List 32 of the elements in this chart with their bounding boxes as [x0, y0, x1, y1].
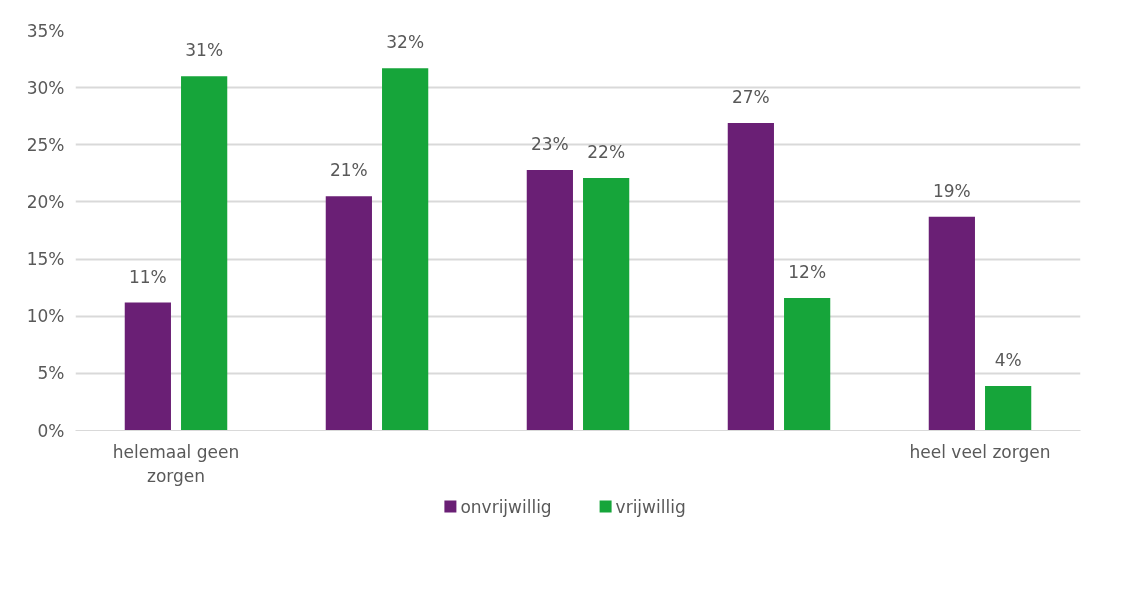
data-label: 23% [530, 133, 569, 154]
bar [727, 123, 774, 431]
data-label: 4% [994, 349, 1022, 370]
x-tick-label: heel veel zorgen [909, 441, 1051, 462]
data-label: 11% [128, 266, 167, 287]
legend-label: vrijwillig [615, 496, 686, 517]
y-tick-label: 10% [26, 306, 65, 327]
y-tick-label: 30% [26, 77, 65, 98]
bar [928, 216, 975, 431]
bar [526, 169, 573, 431]
legend-label: onvrijwillig [460, 496, 552, 517]
bar [124, 302, 171, 431]
y-tick-label: 0% [37, 420, 65, 441]
bar [784, 297, 831, 431]
data-label: 12% [788, 261, 827, 282]
y-tick-label: 5% [37, 363, 65, 384]
bar [181, 76, 228, 431]
data-label: 32% [386, 32, 425, 53]
x-tick-label: helemaal geen zorgen [112, 441, 240, 486]
data-label: 19% [932, 180, 971, 201]
data-label: 22% [587, 141, 626, 162]
bar [325, 196, 372, 431]
data-label: 31% [185, 40, 224, 61]
y-tick-label: 35% [26, 20, 65, 41]
y-tick-label: 25% [26, 134, 65, 155]
y-tick-label: 15% [26, 249, 65, 270]
data-label: 21% [329, 160, 368, 181]
data-label: 27% [731, 87, 770, 108]
bar [583, 177, 630, 431]
y-tick-label: 20% [26, 191, 65, 212]
bar [382, 68, 429, 431]
bar [985, 385, 1032, 431]
